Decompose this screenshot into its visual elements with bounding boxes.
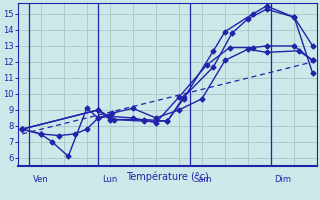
Text: Lun: Lun (102, 175, 117, 184)
Text: Dim: Dim (275, 175, 292, 184)
Text: Sam: Sam (194, 175, 212, 184)
Text: Ven: Ven (33, 175, 48, 184)
X-axis label: Température (°c): Température (°c) (126, 171, 209, 182)
